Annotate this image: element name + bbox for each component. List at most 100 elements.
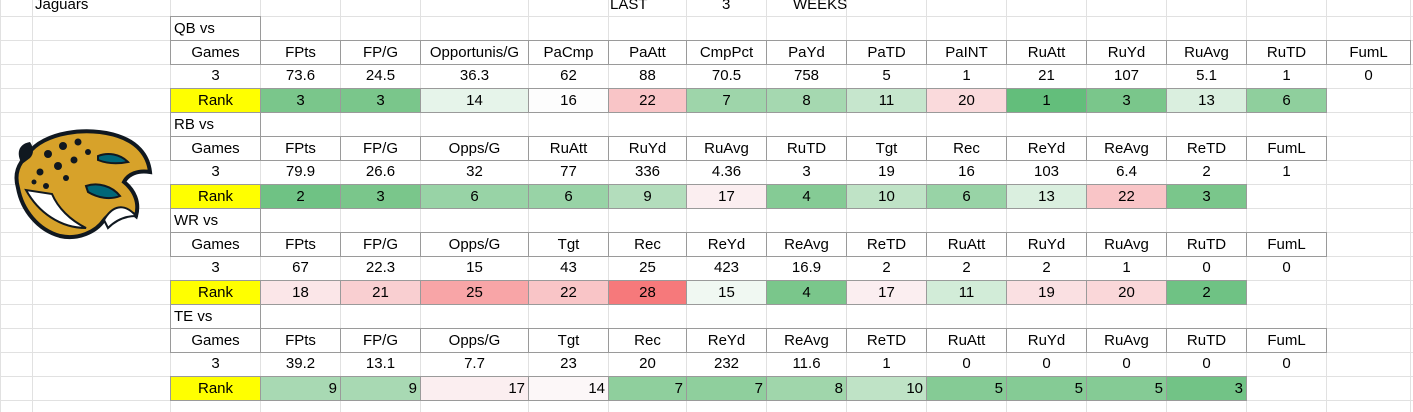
column-header: RuAvg: [1086, 328, 1167, 353]
column-header: RuAtt: [926, 232, 1007, 257]
stat-value: 43: [560, 259, 577, 276]
stat-value: 336: [634, 163, 661, 180]
section-label: QB vs: [170, 16, 261, 41]
rank-value: 8: [766, 88, 847, 113]
stat-value: 73.6: [285, 67, 316, 84]
column-header: FP/G: [340, 40, 421, 65]
stat-value: 2: [882, 259, 891, 276]
column-header: PaTD: [846, 40, 927, 65]
section-label: RB vs: [170, 112, 261, 137]
column-header: FP/G: [340, 232, 421, 257]
stat-value: 24.5: [365, 67, 396, 84]
rank-value: 6: [420, 184, 529, 209]
rank-label: Rank: [170, 280, 261, 305]
column-header: FumL: [1246, 232, 1327, 257]
rank-label: Rank: [170, 184, 261, 209]
rank-value: 3: [260, 88, 341, 113]
column-header: RuYd: [1006, 328, 1087, 353]
stat-value: 13.1: [365, 355, 396, 372]
rank-value: 4: [766, 280, 847, 305]
rank-value: 17: [846, 280, 927, 305]
rank-value: 21: [340, 280, 421, 305]
rank-value: 13: [1166, 88, 1247, 113]
rank-value: 3: [1086, 88, 1167, 113]
rank-value: 28: [608, 280, 687, 305]
grid-column-line: [0, 0, 1, 412]
team-name: Jaguars: [35, 0, 89, 13]
rank-value: 6: [528, 184, 609, 209]
stat-value: 0: [1202, 259, 1211, 276]
stat-value: 2: [962, 259, 971, 276]
rank-value: 3: [1166, 184, 1247, 209]
stat-value: 67: [292, 259, 309, 276]
rank-value: 20: [926, 88, 1007, 113]
column-header: FPts: [260, 40, 341, 65]
rank-value: 8: [766, 376, 847, 401]
grid-row-line: [0, 16, 1413, 17]
rank-value: 22: [1086, 184, 1167, 209]
rank-value: 3: [340, 88, 421, 113]
stat-value: 1: [1282, 67, 1291, 84]
stat-value: 32: [466, 163, 483, 180]
rank-value: 7: [608, 376, 687, 401]
stat-value: 1: [962, 67, 971, 84]
rank-value: 11: [846, 88, 927, 113]
rank-value: 9: [340, 376, 421, 401]
stat-value: 0: [1122, 355, 1131, 372]
column-header: PaAtt: [608, 40, 687, 65]
stat-value: 15: [466, 259, 483, 276]
column-header: PaCmp: [528, 40, 609, 65]
stat-value: 2: [1202, 163, 1211, 180]
rank-value: 9: [608, 184, 687, 209]
column-header: Rec: [608, 328, 687, 353]
stat-value: 77: [560, 163, 577, 180]
stat-value: 7.7: [464, 355, 485, 372]
rank-value: 6: [1246, 88, 1327, 113]
rank-value: 5: [926, 376, 1007, 401]
stat-value: 79.9: [285, 163, 316, 180]
rank-value: 2: [260, 184, 341, 209]
stat-value: 1: [1282, 163, 1291, 180]
rank-value: 18: [260, 280, 341, 305]
stat-value: 758: [793, 67, 820, 84]
stat-value: 88: [639, 67, 656, 84]
stat-value: 19: [878, 163, 895, 180]
period-count: 3: [722, 0, 731, 13]
column-header: FP/G: [340, 328, 421, 353]
stat-value: 3: [211, 355, 220, 372]
rank-value: 1: [1006, 88, 1087, 113]
stat-value: 0: [1202, 355, 1211, 372]
stat-value: 1: [1122, 259, 1131, 276]
stat-value: 3: [802, 163, 811, 180]
stat-value: 20: [639, 355, 656, 372]
rank-value: 2: [1166, 280, 1247, 305]
stat-value: 22.3: [365, 259, 396, 276]
period-word: LAST: [610, 0, 648, 13]
column-header: Opps/G: [420, 328, 529, 353]
rank-value: 22: [528, 280, 609, 305]
column-header: Games: [170, 232, 261, 257]
column-header: FumL: [1326, 40, 1411, 65]
stat-value: 107: [1113, 67, 1140, 84]
column-header: ReAvg: [1086, 136, 1167, 161]
rank-label: Rank: [170, 88, 261, 113]
grid-column-line: [1410, 0, 1411, 412]
rank-value: 10: [846, 184, 927, 209]
column-header: RuTD: [766, 136, 847, 161]
stat-value: 0: [1042, 355, 1051, 372]
stat-value: 423: [713, 259, 740, 276]
stat-value: 0: [1282, 355, 1291, 372]
grid-column-line: [1326, 0, 1327, 412]
rank-label: Rank: [170, 376, 261, 401]
stat-value: 0: [1364, 67, 1373, 84]
rank-value: 17: [686, 184, 767, 209]
period-unit: WEEKS: [793, 0, 848, 13]
rank-value: 4: [766, 184, 847, 209]
column-header: RuAvg: [686, 136, 767, 161]
stat-value: 11.6: [792, 355, 821, 372]
stat-value: 5: [882, 67, 891, 84]
column-header: ReTD: [1166, 136, 1247, 161]
column-header: RuTD: [1166, 232, 1247, 257]
column-header: ReAvg: [766, 328, 847, 353]
